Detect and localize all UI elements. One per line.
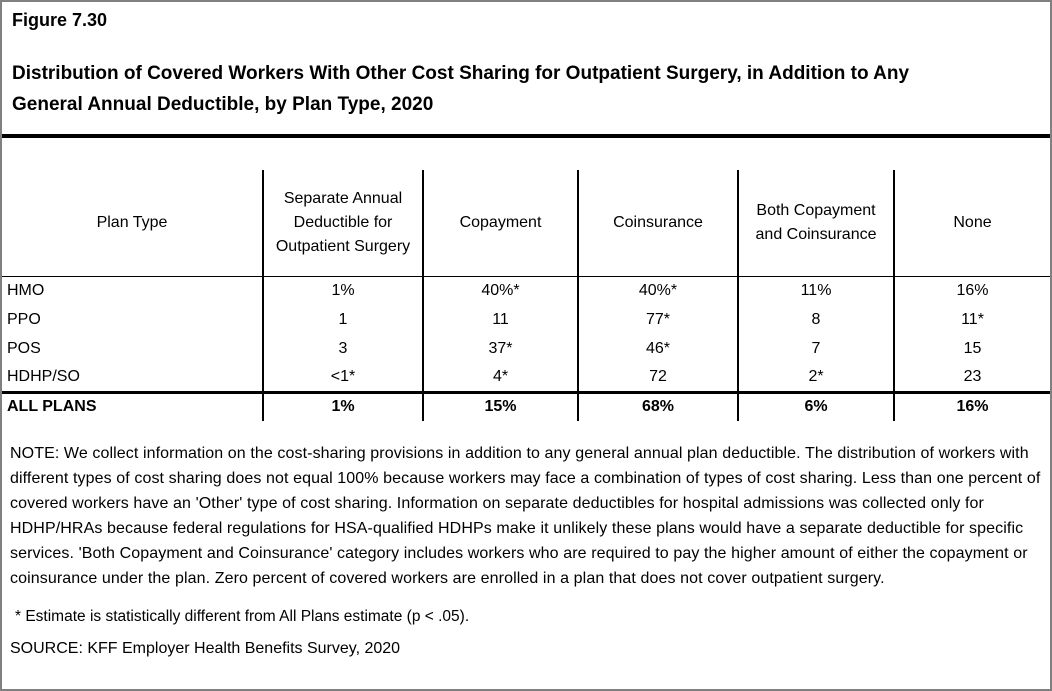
- column-header-copayment: Copayment: [422, 170, 578, 277]
- value-cell: 72: [577, 363, 738, 392]
- value-cell: 1%: [262, 390, 423, 421]
- table-row: HDHP/SO <1* 4* 72 2* 23: [2, 363, 1050, 392]
- plan-label: PPO: [7, 310, 41, 328]
- source-line: SOURCE: KFF Employer Health Benefits Sur…: [10, 640, 401, 657]
- value-cell: 16%: [893, 390, 1050, 421]
- column-header-plan-type: Plan Type: [2, 170, 263, 277]
- value-cell: 15%: [422, 390, 578, 421]
- value-cell: 7: [737, 334, 894, 363]
- value-cell: 4*: [422, 363, 578, 392]
- value-cell: 2*: [737, 363, 894, 392]
- value-cell: 11: [422, 305, 578, 334]
- value-cell: 15: [893, 334, 1050, 363]
- column-header-none: None: [893, 170, 1050, 277]
- table-row: POS 3 37* 46* 7 15: [2, 334, 1050, 363]
- value-cell: 68%: [577, 390, 738, 421]
- figure-title: Distribution of Covered Workers With Oth…: [12, 63, 910, 115]
- note-text: NOTE: We collect information on the cost…: [10, 445, 1041, 587]
- cost-sharing-table: Plan Type Separate Annual Deductible for…: [2, 170, 1050, 421]
- asterisk-footnote: * Estimate is statistically different fr…: [15, 608, 470, 625]
- value-cell: 6%: [737, 390, 894, 421]
- value-cell: 23: [893, 363, 1050, 392]
- table-row: PPO 1 11 77* 8 11*: [2, 305, 1050, 334]
- value-cell: 11%: [737, 276, 894, 305]
- value-cell: 46*: [577, 334, 738, 363]
- value-cell: 8: [737, 305, 894, 334]
- title-divider: [2, 134, 1050, 138]
- column-header-separate-deductible: Separate Annual Deductible for Outpatien…: [262, 170, 423, 277]
- value-cell: 11*: [893, 305, 1050, 334]
- value-cell: 40%*: [577, 276, 738, 305]
- plan-label: HMO: [7, 281, 45, 299]
- plan-label: POS: [7, 339, 41, 357]
- value-cell: <1*: [262, 363, 423, 392]
- value-cell: 3: [262, 334, 423, 363]
- value-cell: 37*: [422, 334, 578, 363]
- value-cell: 40%*: [422, 276, 578, 305]
- plan-label: HDHP/SO: [7, 367, 80, 385]
- column-header-coinsurance: Coinsurance: [577, 170, 738, 277]
- value-cell: 1: [262, 305, 423, 334]
- value-cell: 1%: [262, 276, 423, 305]
- plan-label: ALL PLANS: [2, 390, 263, 421]
- value-cell: 16%: [893, 276, 1050, 305]
- value-cell: 77*: [577, 305, 738, 334]
- table-row: HMO 1% 40%* 40%* 11% 16%: [2, 276, 1050, 305]
- column-header-both: Both Copayment and Coinsurance: [737, 170, 894, 277]
- figure-number: Figure 7.30: [12, 10, 108, 30]
- header-row: Plan Type Separate Annual Deductible for…: [2, 170, 1050, 277]
- table-row-all-plans: ALL PLANS 1% 15% 68% 6% 16%: [2, 390, 1050, 421]
